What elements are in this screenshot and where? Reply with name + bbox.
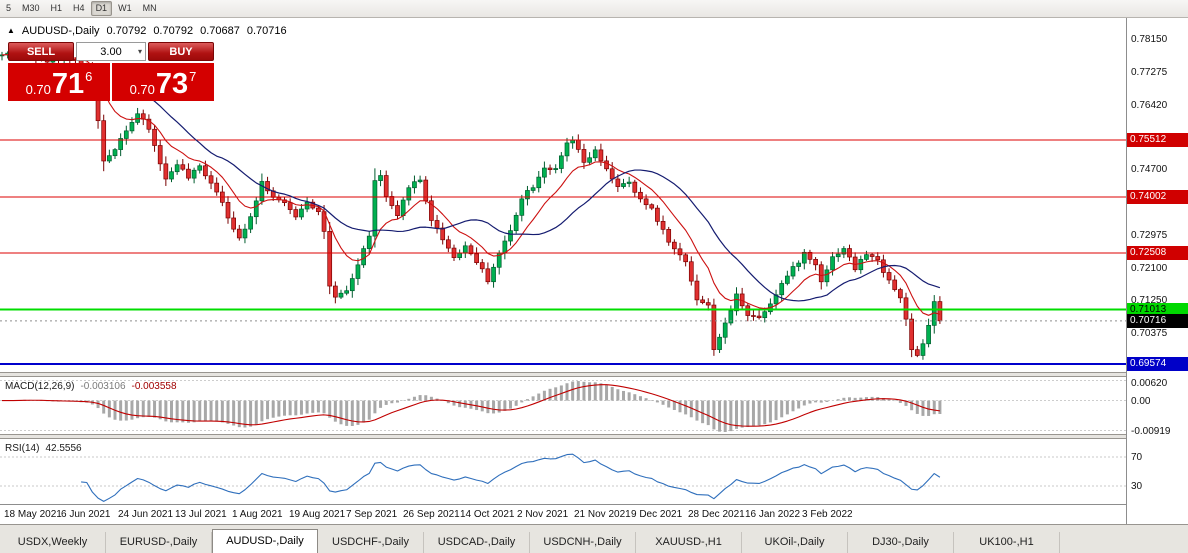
current-price-tag: 0.70716 <box>1127 313 1188 328</box>
date-axis-label: 18 May 2021 <box>4 509 62 520</box>
ohlc-open: 0.70792 <box>106 25 147 37</box>
macd-value-main: -0.003106 <box>80 381 126 392</box>
price-axis-label: 0.78150 <box>1131 34 1168 46</box>
price-level-tag: 0.75512 <box>1127 132 1188 147</box>
timeframe-button-d1[interactable]: D1 <box>90 1 113 16</box>
date-axis-label: 9 Dec 2021 <box>631 509 683 520</box>
date-axis[interactable]: 18 May 2021 6 Jun 2021 24 Jun 2021 13 Jul 2… <box>0 504 1126 524</box>
timeframe-button-m30[interactable]: M30 <box>22 3 40 13</box>
one-click-trade-widget: SELL 3.00 ▾ BUY 0.70 71 6 0.70 73 7 <box>8 42 214 101</box>
date-axis-label: 7 Sep 2021 <box>346 509 398 520</box>
price-axis-label: 0.72100 <box>1131 262 1168 274</box>
price-axis-label: 0.74700 <box>1131 164 1168 176</box>
price-level-tag: 0.71013 <box>1127 302 1188 317</box>
volume-dropdown-icon[interactable]: ▾ <box>137 47 142 56</box>
price-level-tag: 0.69574 <box>1127 356 1188 371</box>
rsi-axis-label: 30 <box>1131 480 1143 492</box>
price-axis-label: 0.71250 <box>1131 294 1168 306</box>
bottom-tab-bar: USDX,Weekly EURUSD-,Daily AUDUSD-,Daily USD… <box>0 524 1188 553</box>
chart-tab-audusd-daily[interactable]: AUDUSD-,Daily <box>212 529 318 553</box>
chart-tab-usdcad-daily[interactable]: USDCAD-,Daily <box>424 532 530 553</box>
trade-prices-row: 0.70 71 6 0.70 73 7 <box>8 63 214 101</box>
date-axis-label: 26 Sep 2021 <box>403 509 460 520</box>
chart-tab-usdchf-daily[interactable]: USDCHF-,Daily <box>318 532 424 553</box>
volume-value[interactable]: 3.00 <box>100 45 122 58</box>
date-axis-label: 16 Jan 2022 <box>745 509 801 520</box>
sell-price-prefix: 0.70 <box>25 82 51 97</box>
rsi-axis-label: 70 <box>1131 452 1143 464</box>
rsi-value: 42.5556 <box>45 443 82 454</box>
date-axis-label: 1 Aug 2021 <box>232 509 283 520</box>
sell-price-display[interactable]: 0.70 71 6 <box>8 63 110 101</box>
date-axis-label: 28 Dec 2021 <box>688 509 745 520</box>
price-axis-label: 0.72975 <box>1131 229 1168 241</box>
timeframe-toolbar: 5 M30 H1 H4 D1 W1 MN <box>0 0 1188 18</box>
ohlc-low: 0.70687 <box>200 25 240 37</box>
buy-price-pips: 73 <box>155 68 189 100</box>
chart-tab-eurusd-daily[interactable]: EURUSD-,Daily <box>106 532 212 553</box>
date-axis-label: 24 Jun 2021 <box>118 509 174 520</box>
buy-price-prefix: 0.70 <box>129 82 155 97</box>
timeframe-button-h1[interactable]: H1 <box>50 3 63 13</box>
macd-axis-label: 0.00 <box>1131 395 1151 407</box>
macd-axis-label: -0.00919 <box>1131 425 1171 437</box>
chart-arrow-icon: ▲ <box>7 26 15 35</box>
rsi-indicator-label: RSI(14) 42.5556 <box>5 443 82 454</box>
rsi-pane[interactable] <box>0 439 1126 504</box>
buy-price-point: 7 <box>189 69 197 84</box>
sell-price-pips: 71 <box>51 68 85 100</box>
pane-divider-rsi[interactable] <box>0 434 1188 439</box>
chart-tab-uk100-h1[interactable]: UK100-,H1 <box>954 532 1060 553</box>
macd-pane[interactable] <box>0 377 1126 434</box>
macd-value-signal: -0.003558 <box>131 381 177 392</box>
date-axis-label: 14 Oct 2021 <box>460 509 515 520</box>
chart-tab-ukoil-daily[interactable]: UKOil-,Daily <box>742 532 848 553</box>
price-axis[interactable]: 0.78150 0.77275 0.76420 0.74700 0.72975 0.721… <box>1126 18 1188 524</box>
sell-button[interactable]: SELL <box>8 42 74 61</box>
timeframe-button-w1[interactable]: W1 <box>118 3 132 13</box>
chart-tab-usdcnh-daily[interactable]: USDCNH-,Daily <box>530 532 636 553</box>
date-axis-label: 6 Jun 2021 <box>61 509 111 520</box>
date-axis-label: 19 Aug 2021 <box>289 509 346 520</box>
date-axis-label: 13 Jul 2021 <box>175 509 227 520</box>
macd-name: MACD(12,26,9) <box>5 381 75 392</box>
price-level-tag: 0.72508 <box>1127 246 1188 261</box>
chart-tab-xauusd-h1[interactable]: XAUUSD-,H1 <box>636 532 742 553</box>
chart-tab-dj30-daily[interactable]: DJ30-,Daily <box>848 532 954 553</box>
buy-button[interactable]: BUY <box>148 42 214 61</box>
chart-tab-usdx-weekly[interactable]: USDX,Weekly <box>0 532 106 553</box>
macd-indicator-label: MACD(12,26,9) -0.003106 -0.003558 <box>5 381 177 392</box>
macd-axis-label: 0.00620 <box>1131 378 1168 389</box>
timeframe-button-h4[interactable]: H4 <box>73 3 85 13</box>
price-axis-label: 0.77275 <box>1131 67 1168 79</box>
volume-field[interactable]: 3.00 ▾ <box>76 42 146 61</box>
price-axis-label: 0.76420 <box>1131 99 1168 111</box>
chart-title: AUDUSD-,Daily <box>21 25 100 37</box>
rsi-name: RSI(14) <box>5 443 40 454</box>
ohlc-close: 0.70716 <box>246 25 287 37</box>
sell-price-point: 6 <box>85 69 93 84</box>
date-axis-label: 2 Nov 2021 <box>517 509 569 520</box>
pane-divider-macd[interactable] <box>0 372 1188 377</box>
date-axis-label: 21 Nov 2021 <box>574 509 631 520</box>
price-level-tag: 0.74002 <box>1127 189 1188 204</box>
chart-header: ▲ AUDUSD-,Daily 0.70792 0.70792 0.70687 … <box>7 25 287 37</box>
timeframe-button-5[interactable]: 5 <box>6 3 12 13</box>
buy-price-display[interactable]: 0.70 73 7 <box>112 63 214 101</box>
trade-buttons-row: SELL 3.00 ▾ BUY <box>8 42 214 61</box>
ohlc-high: 0.70792 <box>153 25 194 37</box>
timeframe-button-mn[interactable]: MN <box>142 3 157 13</box>
price-axis-label: 0.70375 <box>1131 327 1168 339</box>
date-axis-label: 3 Feb 2022 <box>802 509 853 520</box>
